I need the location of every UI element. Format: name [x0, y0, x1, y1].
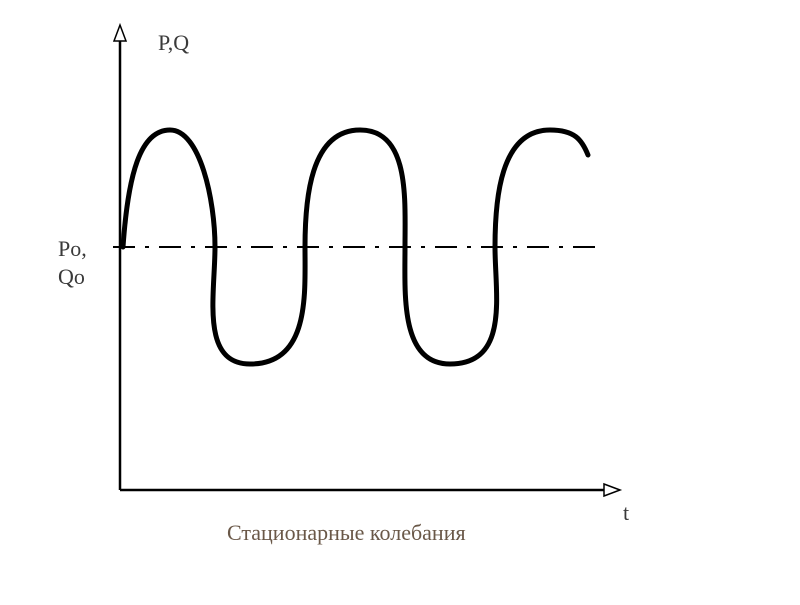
equilibrium-label-line2: Qo — [58, 263, 87, 291]
y-axis-label: P,Q — [158, 30, 189, 56]
equilibrium-label-line1: Po, — [58, 235, 87, 263]
oscillation-chart: P,Q t Po, Qo Стационарные колебания — [0, 0, 800, 600]
equilibrium-label: Po, Qo — [58, 235, 87, 290]
x-axis-arrow — [604, 484, 620, 496]
x-axis-label: t — [623, 500, 629, 526]
chart-caption: Стационарные колебания — [227, 520, 466, 546]
chart-svg — [0, 0, 800, 600]
y-axis-arrow — [114, 25, 126, 41]
